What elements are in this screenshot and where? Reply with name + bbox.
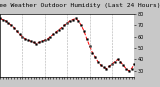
Text: .: . — [106, 85, 107, 87]
Text: .: . — [33, 85, 34, 87]
Text: .: . — [16, 85, 17, 87]
Text: .: . — [134, 85, 135, 87]
Text: .: . — [50, 85, 51, 87]
Text: .: . — [22, 85, 23, 87]
Text: .: . — [11, 85, 12, 87]
Text: .: . — [39, 85, 40, 87]
Text: .: . — [100, 85, 101, 87]
Text: .: . — [78, 85, 79, 87]
Text: .: . — [55, 85, 57, 87]
Text: Milwaukee Weather Outdoor Humidity (Last 24 Hours): Milwaukee Weather Outdoor Humidity (Last… — [0, 3, 160, 8]
Text: .: . — [5, 85, 6, 87]
Text: .: . — [44, 85, 45, 87]
Text: .: . — [95, 85, 96, 87]
Text: .: . — [27, 85, 29, 87]
Text: .: . — [111, 85, 113, 87]
Text: .: . — [128, 85, 129, 87]
Text: .: . — [83, 85, 85, 87]
Text: .: . — [117, 85, 118, 87]
Text: .: . — [61, 85, 62, 87]
Text: .: . — [0, 85, 1, 87]
Text: .: . — [123, 85, 124, 87]
Text: .: . — [72, 85, 73, 87]
Text: .: . — [89, 85, 90, 87]
Text: .: . — [67, 85, 68, 87]
